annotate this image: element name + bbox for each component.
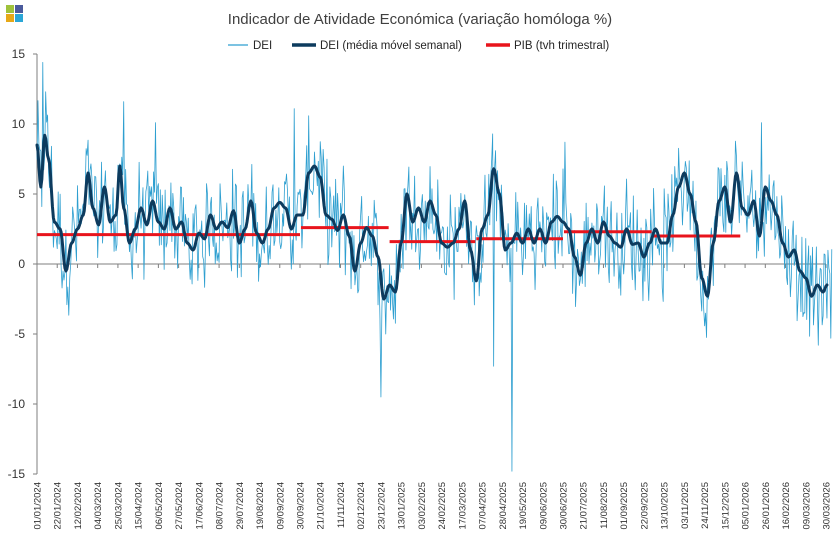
x-tick-label: 11/11/2024 — [336, 482, 347, 528]
x-tick-label: 15/04/2024 — [134, 482, 145, 530]
x-tick-label: 09/09/2024 — [275, 482, 286, 530]
y-tick-label: -15 — [8, 467, 26, 481]
series-line-dei-moving-average — [35, 133, 829, 301]
x-tick-label: 30/09/2024 — [296, 482, 307, 530]
logo-square-blue — [15, 14, 23, 22]
x-tick-label: 04/03/2024 — [93, 482, 104, 530]
chart-title: Indicador de Atividade Económica (variaç… — [228, 11, 612, 28]
legend-label-dei: DEI — [253, 40, 272, 52]
x-tick-label: 19/08/2024 — [255, 482, 266, 530]
x-tick-label: 19/05/2025 — [518, 482, 529, 530]
x-tick-label: 17/06/2024 — [194, 482, 205, 530]
y-tick-label: 5 — [18, 187, 25, 201]
x-tick-label: 22/01/2024 — [53, 482, 64, 530]
x-tick-label: 11/08/2025 — [599, 482, 610, 529]
x-tick-label: 17/03/2025 — [457, 482, 468, 530]
x-tick-label: 01/01/2024 — [33, 482, 44, 530]
x-tick-label: 03/11/2025 — [680, 482, 691, 529]
x-tick-label: 09/03/2026 — [801, 482, 812, 530]
y-tick-label: 0 — [18, 257, 25, 271]
legend: DEI DEI (média móvel semanal) PIB (tvh t… — [228, 40, 609, 52]
x-tick-label: 13/01/2025 — [397, 482, 408, 530]
y-tick-label: -10 — [8, 397, 26, 411]
x-axis: 01/01/2024 22/01/2024 12/02/2024 04/03/2024… — [33, 263, 833, 530]
x-tick-label: 23/12/2024 — [376, 482, 387, 530]
x-tick-label: 26/01/2026 — [761, 482, 772, 530]
x-tick-label: 06/05/2024 — [154, 482, 165, 530]
x-tick-label: 05/01/2026 — [741, 482, 752, 530]
x-tick-label: 28/04/2025 — [498, 482, 509, 530]
x-tick-label: 02/12/2024 — [356, 482, 367, 530]
y-tick-label: 15 — [12, 47, 26, 61]
x-tick-label: 30/03/2026 — [822, 482, 833, 530]
x-tick-label: 13/10/2025 — [660, 482, 671, 530]
logo-square-orange — [6, 14, 14, 22]
x-tick-label: 27/05/2024 — [174, 482, 185, 530]
y-axis: 15 10 5 0 -5 -10 -15 — [8, 47, 38, 481]
logo-square-navy — [15, 5, 23, 13]
x-tick-label: 03/02/2025 — [417, 482, 428, 530]
x-tick-label: 24/11/2025 — [700, 482, 711, 529]
brand-logo-icon — [6, 5, 24, 23]
logo-square-green — [6, 5, 14, 13]
x-tick-label: 21/07/2025 — [579, 482, 590, 530]
x-tick-label: 15/12/2025 — [720, 482, 731, 530]
x-tick-label: 09/06/2025 — [538, 482, 549, 530]
x-tick-label: 07/04/2025 — [478, 482, 489, 530]
x-tick-label: 25/03/2024 — [113, 482, 124, 530]
x-tick-label: 22/09/2025 — [639, 482, 650, 530]
legend-label-gdp: PIB (tvh trimestral) — [514, 40, 609, 52]
x-tick-label: 12/02/2024 — [73, 482, 84, 530]
x-tick-label: 29/07/2024 — [235, 482, 246, 530]
x-tick-label: 16/02/2026 — [781, 482, 792, 530]
y-tick-label: -5 — [14, 327, 25, 341]
series-line-dei — [36, 62, 833, 472]
x-tick-label: 01/09/2025 — [619, 482, 630, 530]
plot-area — [35, 62, 833, 472]
x-tick-label: 08/07/2024 — [215, 482, 226, 530]
x-tick-label: 24/02/2025 — [437, 482, 448, 530]
x-tick-label: 30/06/2025 — [559, 482, 570, 530]
legend-label-dei-moving-average: DEI (média móvel semanal) — [320, 40, 462, 52]
y-tick-label: 10 — [12, 117, 26, 131]
x-tick-label: 21/10/2024 — [316, 482, 327, 530]
